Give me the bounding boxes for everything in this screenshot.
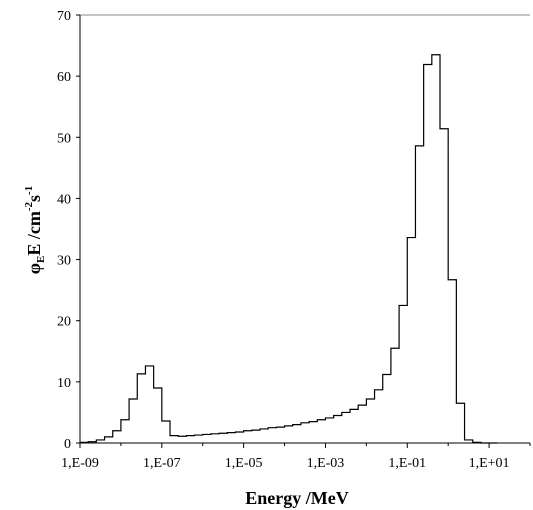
x-tick-label: 1,E-01 [388,456,426,471]
y-axis-title-s: s [24,195,44,202]
y-tick-label: 60 [57,70,71,85]
y-tick-label: 20 [57,315,71,330]
x-tick-label: 1,E+01 [469,456,510,471]
y-tick-label: 30 [57,254,71,269]
svg-text:φEE /cm-2s-1: φEE /cm-2s-1 [23,186,47,274]
y-tick-label: 70 [57,9,71,24]
y-axis-title-exp2: -1 [23,186,35,195]
x-tick-label: 1,E-03 [307,456,345,471]
y-tick-label: 10 [57,376,71,391]
y-axis-title: φEE /cm-2s-1 [23,186,47,274]
y-tick-label: 40 [57,192,71,207]
y-axis-title-phi: φ [24,263,44,274]
x-tick-label: 1,E-09 [61,456,99,471]
y-tick-label: 50 [57,131,71,146]
ticks-layer: 0 10 20 30 40 50 60 70 1,E-09 1,E-07 1,E-05 1,E-03 1… [57,9,531,471]
x-tick-label: 1,E-05 [225,456,263,471]
y-axis-title-exp1: -2 [23,201,35,211]
axes-layer [79,14,530,444]
histogram-step-line [79,54,498,444]
y-axis-title-main: E /cm [24,211,44,256]
x-axis-title: Energy /MeV [245,488,348,508]
y-tick-label: 0 [64,437,71,452]
x-tick-label: 1,E-07 [143,456,181,471]
y-axis-title-sub: E [35,256,47,263]
